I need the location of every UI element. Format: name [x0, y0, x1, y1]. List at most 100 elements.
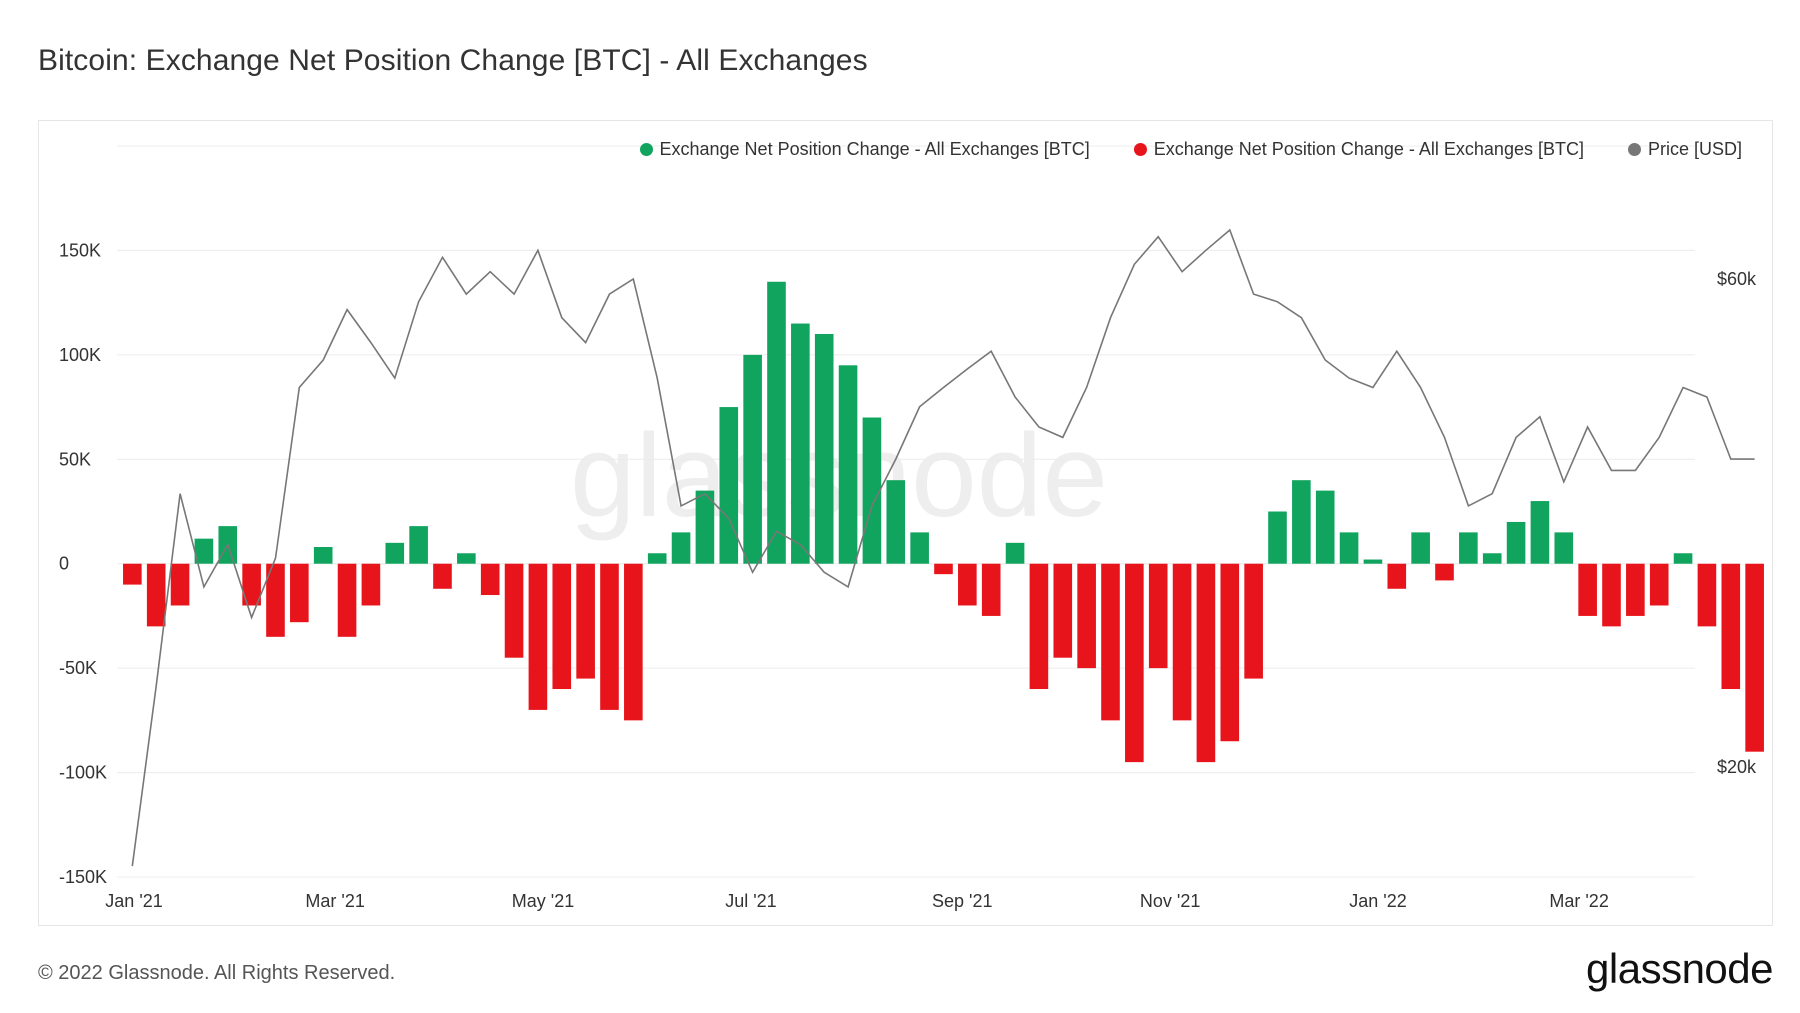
bar	[743, 354, 762, 564]
bar	[385, 542, 405, 564]
bar	[361, 563, 381, 606]
y-left-tick-label: -150K	[59, 867, 107, 887]
bar	[767, 281, 786, 564]
bar	[1387, 563, 1407, 589]
legend-label-price: Price [USD]	[1647, 139, 1742, 159]
bar	[1649, 563, 1669, 606]
bar	[1363, 559, 1383, 564]
price-series	[131, 228, 1755, 867]
bar	[1053, 563, 1073, 658]
bar	[1506, 521, 1526, 564]
bar	[1005, 542, 1025, 564]
bar	[1530, 501, 1550, 564]
bar	[910, 532, 929, 564]
bar	[719, 407, 739, 564]
y-left-tick-label: 50K	[59, 449, 91, 469]
bar	[647, 553, 667, 564]
bar	[1101, 563, 1120, 721]
bar	[1697, 563, 1717, 627]
x-tick-label: Sep '21	[932, 891, 993, 911]
y-left-tick-label: 100K	[59, 345, 101, 365]
bar	[170, 563, 190, 606]
bar	[457, 553, 476, 564]
bar	[266, 563, 285, 637]
x-tick-label: Jul '21	[725, 891, 776, 911]
legend-dot-green	[639, 143, 653, 156]
chart-panel: Exchange Net Position Change - All Excha…	[38, 120, 1773, 926]
bar	[1196, 563, 1216, 763]
bar	[552, 563, 572, 690]
x-tick-label: Jan '21	[105, 891, 162, 911]
bar	[1459, 532, 1478, 564]
bar	[1244, 563, 1263, 679]
legend-dot-gray	[1627, 143, 1641, 156]
bar	[838, 365, 858, 564]
bar	[934, 563, 953, 575]
legend-dot-red	[1133, 143, 1147, 156]
x-tick-label: Mar '21	[305, 891, 364, 911]
bar	[1482, 553, 1502, 564]
bar	[409, 526, 428, 564]
bar	[1220, 563, 1240, 742]
bar	[123, 563, 142, 585]
legend-label-inflow: Exchange Net Position Change - All Excha…	[659, 139, 1090, 159]
bar	[886, 480, 906, 564]
bar	[242, 563, 261, 606]
bar	[1721, 563, 1741, 690]
bar	[814, 333, 834, 564]
bar	[600, 563, 619, 710]
legend-label-outflow: Exchange Net Position Change - All Excha…	[1153, 139, 1584, 159]
bar	[1268, 511, 1287, 564]
bar	[433, 563, 452, 589]
bar	[958, 563, 977, 606]
y-axis-right: $60k $20k	[1717, 269, 1757, 777]
legend: Exchange Net Position Change - All Excha…	[639, 139, 1742, 160]
bar	[146, 563, 166, 627]
y-left-tick-label: 0	[59, 554, 69, 574]
bar	[1315, 490, 1335, 564]
bar	[624, 563, 643, 721]
legend-item-outflow[interactable]: Exchange Net Position Change - All Excha…	[1133, 139, 1584, 160]
y-left-tick-label: -100K	[59, 763, 107, 783]
bar	[1626, 563, 1645, 616]
glassnode-logo[interactable]: glassnode	[1586, 945, 1773, 992]
bar	[1077, 563, 1096, 669]
bar	[1029, 563, 1049, 690]
bar	[1292, 480, 1311, 564]
bar	[480, 563, 500, 596]
x-axis: Jan '21 Mar '21 May '21 Jul '21 Sep '21 Nov '…	[105, 891, 1609, 911]
bar	[862, 417, 882, 564]
x-tick-label: Jan '22	[1349, 891, 1406, 911]
bar	[194, 538, 214, 564]
bar	[576, 563, 595, 679]
bar	[791, 323, 810, 564]
bar	[981, 563, 1001, 616]
bar-series	[123, 281, 1764, 763]
chart-title: Bitcoin: Exchange Net Position Change [B…	[38, 44, 868, 77]
bar	[1125, 563, 1144, 763]
bar	[1554, 532, 1574, 564]
y-left-tick-label: -50K	[59, 658, 97, 678]
bar	[1411, 532, 1430, 564]
bar	[671, 532, 691, 564]
y-left-tick-label: 150K	[59, 240, 101, 260]
legend-item-price[interactable]: Price [USD]	[1627, 139, 1742, 160]
bar	[504, 563, 524, 658]
legend-item-inflow[interactable]: Exchange Net Position Change - All Excha…	[639, 139, 1090, 160]
bar	[337, 563, 357, 637]
bar	[1578, 563, 1597, 616]
bar	[695, 490, 715, 564]
bar	[1673, 553, 1693, 564]
bar	[1339, 532, 1359, 564]
copyright-text: © 2022 Glassnode. All Rights Reserved.	[38, 962, 396, 984]
bar	[1602, 563, 1621, 627]
x-tick-label: May '21	[512, 891, 574, 911]
y-axis-left: 150K 100K 50K 0 -50K -100K -150K	[59, 240, 107, 887]
bar	[1745, 563, 1764, 752]
x-tick-label: Nov '21	[1140, 891, 1200, 911]
y-right-tick-label: $20k	[1717, 757, 1757, 777]
bar	[313, 547, 333, 564]
y-right-tick-label: $60k	[1717, 269, 1757, 289]
bar	[290, 563, 309, 623]
